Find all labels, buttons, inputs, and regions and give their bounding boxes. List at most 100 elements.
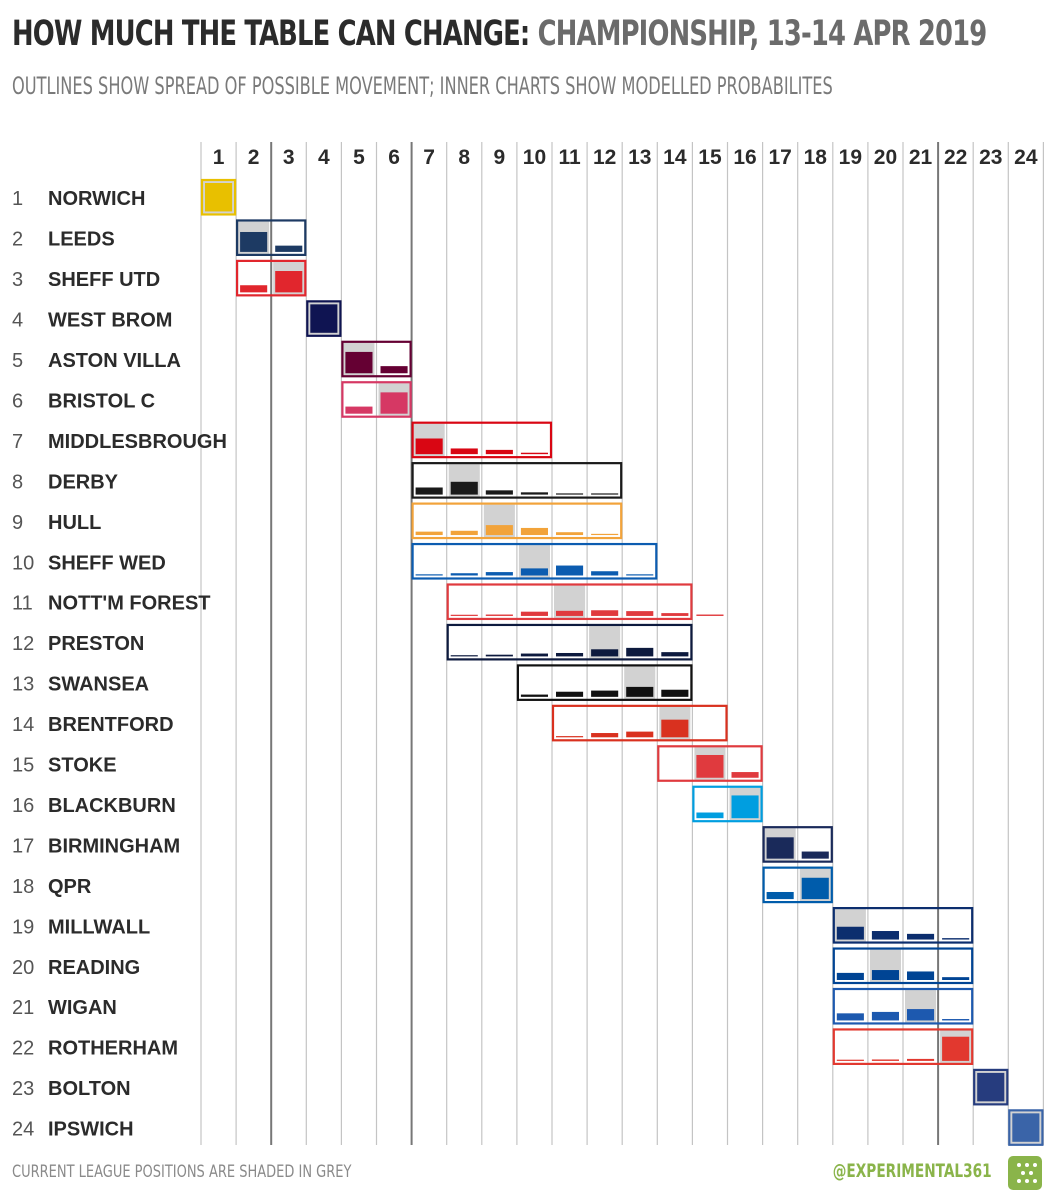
team-name-label: NORWICH xyxy=(48,188,145,210)
probability-bar xyxy=(801,877,829,900)
column-header-label: 17 xyxy=(768,146,791,169)
team-rank-label: 12 xyxy=(12,633,34,655)
probability-bar xyxy=(591,690,619,697)
probability-bar xyxy=(485,490,513,495)
range-outline xyxy=(657,745,763,782)
column-header-label: 3 xyxy=(283,146,295,169)
probability-bar xyxy=(520,653,548,657)
probability-bar xyxy=(626,647,654,657)
column-header-label: 10 xyxy=(523,146,546,169)
range-outline xyxy=(551,704,728,742)
range-outline xyxy=(832,906,974,944)
range-outline xyxy=(832,987,974,1025)
probability-bar xyxy=(275,245,303,252)
probability-bar xyxy=(556,565,584,576)
team-rank-label: 13 xyxy=(12,674,34,696)
range-outline xyxy=(200,178,237,216)
credit-handle[interactable]: @EXPERIMENTAL361 xyxy=(833,1160,992,1182)
probability-bar xyxy=(556,493,584,495)
title-sub: CHAMPIONSHIP, 13-14 APR 2019 xyxy=(537,14,988,54)
probability-bar xyxy=(661,689,689,697)
probability-bar xyxy=(591,610,619,616)
range-outline xyxy=(306,300,342,337)
column-header-label: 9 xyxy=(494,146,506,169)
probability-bar xyxy=(942,1036,970,1061)
probability-bar xyxy=(450,530,478,536)
probability-bar xyxy=(1012,1113,1040,1142)
team-name-label: NOTT'M FOREST xyxy=(48,593,211,615)
probability-bar xyxy=(696,614,724,616)
team-name-label: STOKE xyxy=(48,755,117,777)
probability-bar xyxy=(626,686,654,697)
column-header-label: 21 xyxy=(909,146,933,169)
team-name-label: HULL xyxy=(48,512,101,534)
column-header-label: 18 xyxy=(804,146,828,169)
probability-bar xyxy=(240,285,268,293)
probability-bar xyxy=(696,754,724,778)
probability-bar xyxy=(942,938,970,940)
probability-bar xyxy=(626,731,654,738)
team-name-label: BIRMINGHAM xyxy=(48,835,180,857)
probability-bar xyxy=(591,493,619,495)
probability-bar xyxy=(485,449,513,455)
team-name-label: SWANSEA xyxy=(48,674,149,696)
team-rank-label: 16 xyxy=(12,795,34,817)
team-rank-label: 18 xyxy=(12,876,34,898)
team-rank-label: 17 xyxy=(12,835,34,857)
probability-bar xyxy=(661,652,689,657)
probability-bar xyxy=(450,481,478,495)
range-outline xyxy=(446,583,693,621)
team-name-label: QPR xyxy=(48,876,92,898)
range-outline xyxy=(411,421,553,459)
team-rank-label: 10 xyxy=(12,552,34,574)
range-outline xyxy=(236,219,307,256)
team-rank-label: 23 xyxy=(12,1078,34,1100)
team-rank-label: 15 xyxy=(12,755,34,777)
team-name-label: SHEFF UTD xyxy=(48,269,160,291)
range-outline xyxy=(411,462,623,499)
column-header-label: 24 xyxy=(1014,146,1038,169)
range-outline xyxy=(832,947,974,985)
team-rank-label: 11 xyxy=(12,593,33,615)
team-rank-label: 4 xyxy=(12,310,23,332)
probability-bar xyxy=(942,977,970,980)
table-change-chart: 1 2 3 4 5 6 7 8 9 10 11 12 13 14 15 16 17 18 19 20 21 22 23 241… xyxy=(12,142,1045,1146)
team-name-label: DERBY xyxy=(48,471,119,493)
team-rank-label: 2 xyxy=(12,229,23,251)
probability-bar xyxy=(310,304,338,333)
column-header-label: 12 xyxy=(593,146,616,169)
probability-bar xyxy=(485,614,513,616)
range-outline xyxy=(446,623,693,661)
team-rank-label: 6 xyxy=(12,390,23,412)
probability-bar xyxy=(415,438,443,455)
probability-bar xyxy=(907,1009,935,1021)
column-header-label: 11 xyxy=(558,146,581,169)
probability-bar xyxy=(907,933,935,940)
probability-bar xyxy=(836,926,864,940)
probability-bar xyxy=(871,931,899,940)
probability-bar xyxy=(836,1059,864,1061)
team-rank-label: 22 xyxy=(12,1038,34,1060)
probability-bar xyxy=(556,736,584,738)
range-outline xyxy=(762,866,833,904)
probability-bar xyxy=(836,1013,864,1021)
team-name-label: MIDDLESBROUGH xyxy=(48,431,227,453)
title-main: HOW MUCH THE TABLE CAN CHANGE: xyxy=(12,14,530,54)
probability-bar xyxy=(591,649,619,657)
probability-bar xyxy=(836,972,864,980)
team-name-label: BRISTOL C xyxy=(48,390,155,412)
range-outline xyxy=(341,381,412,418)
probability-bar xyxy=(345,351,373,374)
probability-bar xyxy=(380,366,408,374)
probability-bar xyxy=(415,531,443,536)
column-header-label: 5 xyxy=(353,146,365,169)
team-rank-label: 21 xyxy=(12,997,34,1019)
probability-bar xyxy=(380,392,408,414)
probability-bar xyxy=(907,1058,935,1061)
chart-subtitle: OUTLINES SHOW SPREAD OF POSSIBLE MOVEMEN… xyxy=(12,72,833,100)
team-name-label: WEST BROM xyxy=(48,310,172,332)
probability-bar xyxy=(415,487,443,495)
team-name-label: BLACKBURN xyxy=(48,795,176,817)
team-rank-label: 3 xyxy=(12,269,23,291)
probability-bar xyxy=(240,231,268,252)
